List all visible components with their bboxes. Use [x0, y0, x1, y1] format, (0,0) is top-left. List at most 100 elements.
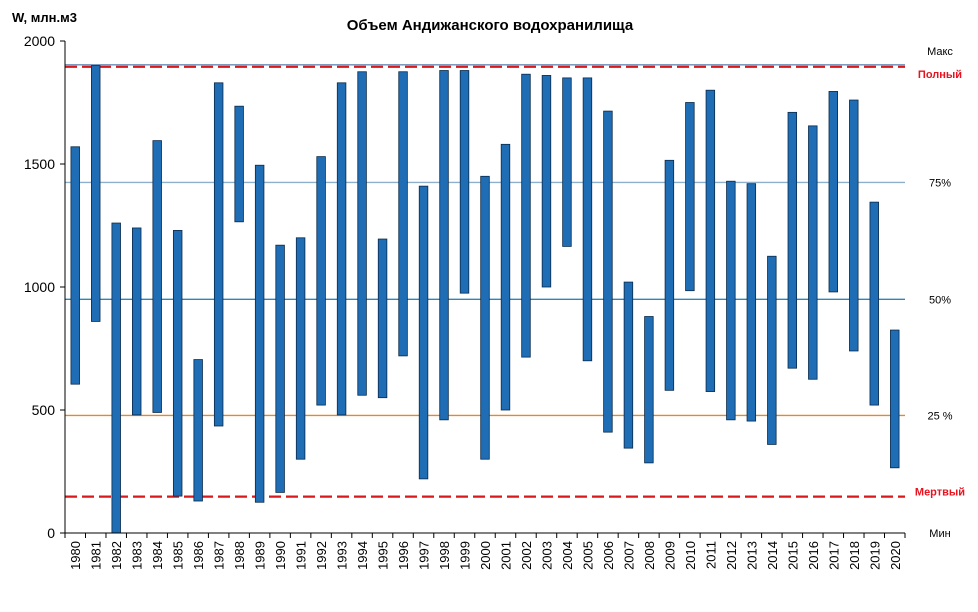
x-tick-label: 1993	[335, 541, 350, 570]
bar-1982	[111, 222, 121, 534]
bar-1986	[193, 359, 203, 502]
bar-1992	[316, 156, 326, 406]
bar-2003	[541, 75, 552, 288]
bar-1996	[398, 71, 408, 357]
bar-1993	[336, 82, 347, 416]
x-tick-label: 2009	[662, 541, 677, 570]
x-tick-label: 2017	[826, 541, 841, 570]
x-tick-label: 2000	[478, 541, 493, 570]
bar-1984	[152, 140, 162, 413]
bar-1981	[91, 65, 101, 322]
bar-2013	[746, 183, 757, 422]
reference-label: Макс	[927, 46, 953, 58]
bar-1989	[254, 164, 265, 503]
y-tick-label: 0	[47, 525, 55, 541]
x-tick-label: 1995	[376, 541, 391, 570]
bar-1999	[459, 70, 470, 294]
x-tick-label: 1989	[253, 541, 268, 570]
x-tick-label: 2014	[765, 541, 780, 570]
reference-label: Мертвый	[915, 487, 965, 499]
bar-1998	[439, 70, 449, 421]
x-tick-label: 2020	[888, 541, 903, 570]
bar-1997	[418, 185, 429, 480]
x-tick-label: 2016	[806, 541, 821, 570]
bar-1991	[295, 237, 306, 460]
bars-group	[70, 65, 900, 534]
bar-2020	[890, 329, 900, 469]
x-tick-label: 2003	[539, 541, 554, 570]
chart-title: Объем Андижанского водохранилища	[347, 17, 634, 34]
x-tick-label: 1980	[68, 541, 83, 570]
bar-2010	[685, 102, 695, 292]
x-tick-label: 1997	[417, 541, 432, 570]
y-axis-title: W, млн.м3	[12, 10, 77, 25]
x-tick-label: 2008	[642, 541, 657, 570]
x-tick-label: 2002	[519, 541, 534, 570]
x-tick-label: 1987	[212, 541, 227, 570]
bar-1980	[70, 146, 80, 385]
bar-2019	[869, 201, 879, 406]
bar-2011	[705, 89, 716, 392]
reference-label: Мин	[929, 528, 950, 540]
reference-label: 75%	[929, 177, 951, 189]
reference-label: 25 %	[927, 410, 952, 422]
y-tick-label: 1500	[24, 156, 55, 172]
x-tick-labels: 1980 1981 1982 1983 1984 1985 1986 1987 1988 1989…	[68, 541, 903, 570]
x-tick-label: 2001	[498, 541, 513, 570]
bar-2002	[521, 73, 531, 358]
x-tick-label: 2019	[867, 541, 882, 570]
bar-2007	[623, 281, 634, 449]
y-tick-label: 1000	[24, 279, 55, 295]
reference-label: 50%	[929, 294, 951, 306]
bar-2017	[828, 91, 838, 293]
x-tick-label: 1999	[458, 541, 473, 570]
axes-group	[60, 40, 906, 538]
y-tick-label: 500	[32, 402, 56, 418]
bar-2018	[849, 99, 859, 352]
bar-1990	[275, 244, 285, 493]
x-tick-label: 2004	[560, 541, 575, 570]
bar-1985	[172, 230, 183, 497]
x-tick-label: 1981	[89, 541, 104, 570]
x-tick-label: 1984	[150, 541, 165, 570]
bar-1988	[234, 105, 244, 223]
x-tick-label: 2006	[601, 541, 616, 570]
x-tick-label: 1988	[232, 541, 247, 570]
reference-label: Полный	[918, 69, 962, 81]
bar-2008	[644, 316, 654, 464]
y-tick-labels: 0 500 1000 1500 2000	[24, 33, 55, 541]
bar-2005	[582, 77, 593, 362]
bar-2009	[664, 159, 675, 391]
x-tick-label: 1991	[294, 541, 309, 570]
x-tick-label: 2007	[621, 541, 636, 570]
bar-2012	[726, 180, 736, 421]
x-tick-label: 2005	[580, 541, 595, 570]
x-tick-label: 1985	[171, 541, 186, 570]
x-tick-label: 1992	[314, 541, 329, 570]
bar-2015	[787, 111, 798, 369]
bar-1987	[213, 82, 224, 427]
bar-2001	[500, 143, 511, 411]
x-tick-label: 2013	[744, 541, 759, 570]
x-tick-label: 1986	[191, 541, 206, 570]
reference-labels: Макс Полный 75% 50% 25 % Мертвый Мин	[915, 46, 965, 540]
x-tick-label: 1998	[437, 541, 452, 570]
x-tick-label: 1996	[396, 541, 411, 570]
x-tick-label: 2012	[724, 541, 739, 570]
x-tick-label: 1990	[273, 541, 288, 570]
bar-2006	[603, 110, 613, 433]
x-tick-label: 1983	[130, 541, 145, 570]
bar-2014	[767, 255, 777, 445]
x-tick-label: 2010	[683, 541, 698, 570]
bar-2016	[808, 125, 818, 380]
bar-1994	[357, 71, 367, 396]
bar-2000	[480, 175, 490, 460]
x-tick-label: 2018	[847, 541, 862, 570]
bar-1995	[377, 238, 388, 399]
x-tick-label: 1994	[355, 541, 370, 570]
bar-1983	[132, 227, 142, 416]
x-tick-label: 2011	[703, 541, 718, 569]
y-tick-label: 2000	[24, 33, 55, 49]
bar-2004	[562, 77, 572, 247]
